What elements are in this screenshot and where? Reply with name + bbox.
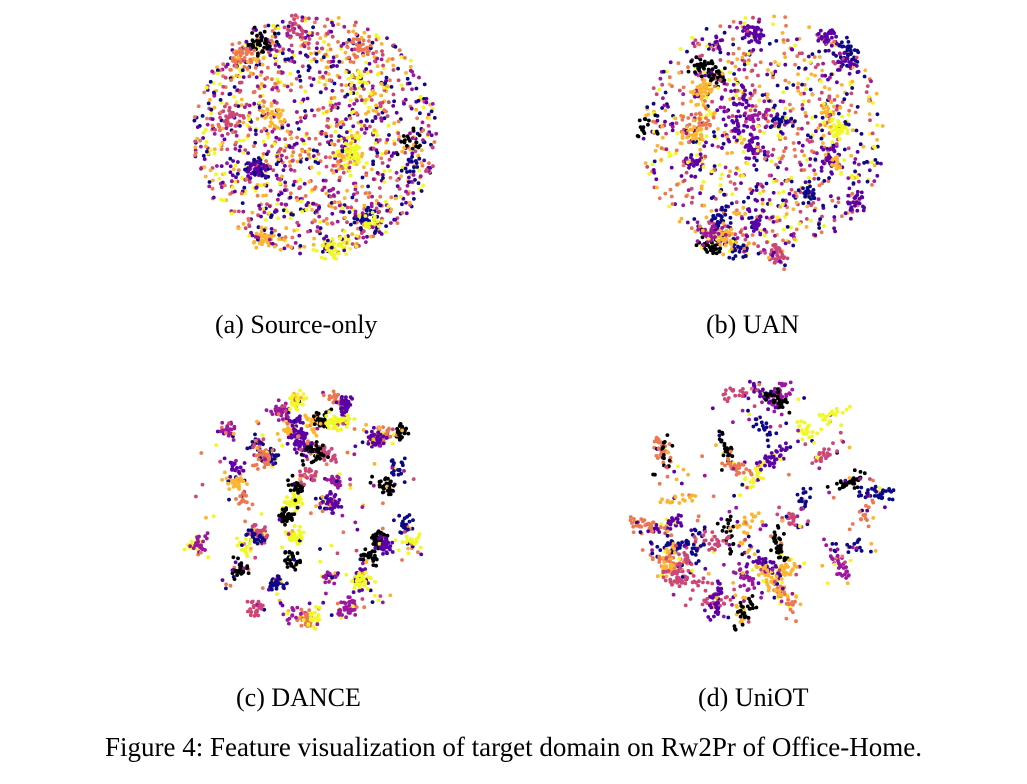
- tsne-plot-uniot: [628, 379, 896, 632]
- tsne-plot-source-only: [192, 13, 439, 261]
- panel-dance: [175, 378, 445, 648]
- point-cloud: [635, 14, 885, 272]
- subcaption-source-only: (a) Source-only: [215, 310, 378, 339]
- point-cloud: [182, 388, 424, 631]
- subcaption-uan: (b) UAN: [706, 310, 800, 339]
- tsne-plot-uan: [635, 14, 885, 272]
- panel-uniot: [628, 378, 898, 648]
- subcaption-uniot: (d) UniOT: [698, 683, 809, 712]
- point-cloud: [192, 13, 439, 261]
- panel-uan: [628, 5, 898, 275]
- tsne-plot-dance: [182, 388, 424, 631]
- panel-source-only: [180, 5, 450, 275]
- point-cloud: [628, 379, 896, 632]
- subcaption-dance: (c) DANCE: [236, 683, 361, 712]
- figure-caption: Figure 4: Feature visualization of targe…: [104, 732, 923, 762]
